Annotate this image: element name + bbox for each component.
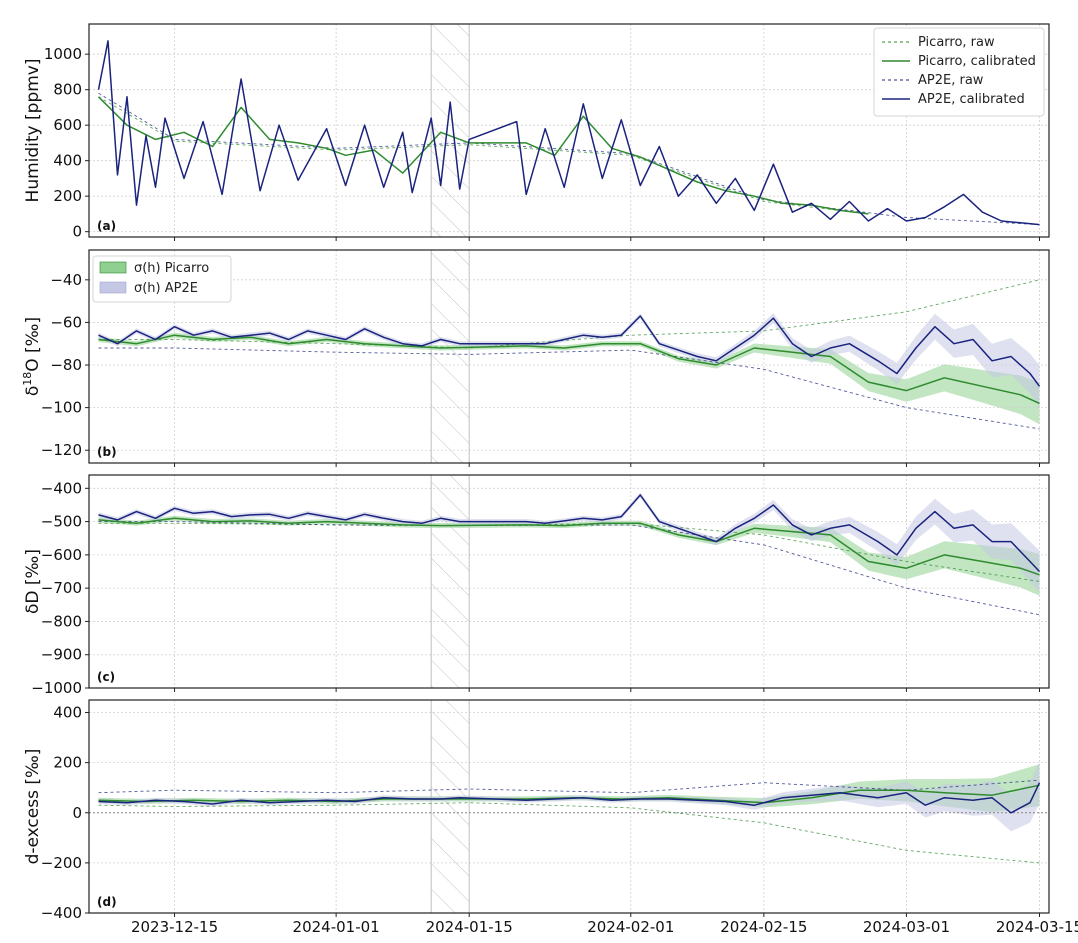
series-line-picarro-raw	[98, 279, 1040, 349]
panel-label: (a)	[97, 219, 116, 233]
x-tick-label: 2024-03-15	[996, 918, 1078, 936]
y-tick-label: −700	[41, 579, 82, 597]
y-tick-label: −1000	[31, 679, 82, 697]
x-tick-label: 2024-02-15	[720, 918, 807, 936]
panel-label: (b)	[97, 445, 117, 459]
y-tick-label: −400	[41, 479, 82, 497]
y-tick-label: −600	[41, 546, 82, 564]
y-axis-label: d-excess [‰]	[23, 749, 43, 865]
series-line-ap2e-calibrated	[98, 315, 1041, 387]
y-tick-label: 0	[72, 223, 82, 241]
y-axis-label: Humidity [ppmv]	[23, 59, 43, 203]
y-tick-label: −60	[50, 313, 82, 331]
legend-item-ap2e-raw: AP2E, raw	[918, 73, 984, 88]
y-tick-label: −800	[41, 612, 82, 630]
y-tick-label: 1000	[44, 45, 82, 63]
y-tick-label: 600	[53, 116, 82, 134]
legend-item-ap2e-calibrated: AP2E, calibrated	[918, 92, 1025, 107]
series-line-ap2e-calibrated	[98, 782, 1041, 814]
x-tick-label: 2024-01-01	[293, 918, 380, 936]
y-tick-label: −900	[41, 646, 82, 664]
data-gap-hatch	[430, 23, 470, 238]
legend-box	[92, 255, 232, 303]
series-line-picarro-raw	[98, 802, 1040, 864]
panel-frame	[88, 23, 1050, 238]
y-tick-label: −120	[41, 441, 82, 459]
legend-item-picarro-raw: Picarro, raw	[918, 35, 995, 50]
series-line-ap2e-raw	[98, 347, 1040, 430]
legend-box	[873, 27, 1045, 117]
y-tick-label: −100	[41, 399, 82, 417]
y-tick-label: −80	[50, 356, 82, 374]
x-tick-label: 2024-01-15	[426, 918, 513, 936]
series-line-picarro-raw	[98, 522, 1040, 582]
y-tick-label: −500	[41, 513, 82, 531]
panel-frame	[88, 474, 1050, 689]
y-tick-label: 400	[53, 152, 82, 170]
y-tick-label: 200	[53, 754, 82, 772]
y-tick-label: −40	[50, 271, 82, 289]
series-line-picarro-calibrated	[98, 517, 1040, 576]
y-tick-label: 200	[53, 187, 82, 205]
legend-swatch-sigma-picarro	[99, 261, 127, 274]
panel-humidity: 0 200 400 600 800 1000 Humidity [ppmv] (a) Pi…	[23, 23, 1050, 241]
panel-d18o: −120 −100 −80 −60 −40 δ18O [‰] (b) σ(h) Pica…	[21, 249, 1050, 467]
panel-label: (c)	[97, 670, 115, 684]
sigma-band-ap2e	[98, 761, 1040, 832]
panel-dd: −1000 −900 −800 −700 −600 −500 −400 δD [‰] (c)	[23, 474, 1050, 697]
series-line-ap2e-raw	[98, 779, 1040, 794]
series-line-ap2e-calibrated	[98, 494, 1041, 573]
series-line-picarro-calibrated	[98, 334, 1040, 405]
x-axis-tick-labels: 2023-12-15 2024-01-01 2024-01-15 2024-02-01…	[131, 918, 1078, 936]
panel-label: (d)	[97, 895, 117, 909]
panel-frame	[88, 249, 1050, 464]
legend: σ(h) Picarro σ(h) AP2E	[92, 255, 232, 303]
legend-item-picarro-calibrated: Picarro, calibrated	[918, 54, 1036, 69]
y-axis-label: δD [‰]	[23, 549, 43, 614]
legend-item-sigma-ap2e: σ(h) AP2E	[134, 281, 198, 296]
data-gap-hatch	[430, 474, 470, 689]
legend: Picarro, raw Picarro, calibrated AP2E, r…	[873, 27, 1045, 117]
series-line-picarro-raw	[98, 96, 869, 215]
panel-frame	[88, 699, 1050, 914]
legend-item-sigma-picarro: σ(h) Picarro	[134, 261, 209, 276]
data-gap-hatch	[430, 699, 470, 914]
x-tick-label: 2024-03-01	[863, 918, 950, 936]
legend-swatch-sigma-ap2e	[99, 281, 127, 294]
y-tick-label: −400	[41, 904, 82, 922]
data-gap-hatch	[430, 249, 470, 464]
y-tick-label: 400	[53, 704, 82, 722]
y-tick-label: 800	[53, 81, 82, 99]
y-tick-label: −200	[41, 854, 82, 872]
series-line-ap2e-calibrated	[97, 40, 1040, 226]
x-tick-label: 2024-02-01	[587, 918, 674, 936]
panel-dexcess: −400 −200 0 200 400 d-excess [‰] (d)	[23, 699, 1050, 922]
x-tick-label: 2023-12-15	[131, 918, 218, 936]
y-tick-label: 0	[72, 804, 82, 822]
y-axis-label: δ18O [‰]	[21, 317, 43, 396]
